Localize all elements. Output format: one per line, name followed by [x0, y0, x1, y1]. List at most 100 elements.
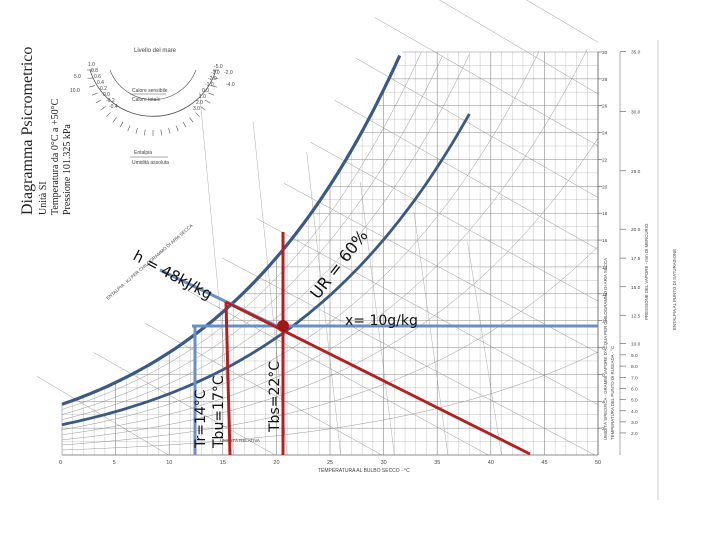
- x-axis-tick-label: 40: [488, 460, 494, 466]
- protractor-tick: [95, 99, 102, 104]
- pressure-tick-label: 8.0: [631, 364, 638, 370]
- protractor-right-tick: 2.0: [196, 100, 203, 106]
- protractor-tick: [200, 106, 206, 111]
- protractor-left-tick: 0.2: [100, 86, 107, 92]
- protractor-tick: [175, 125, 179, 132]
- protractor-left-value: 5.0: [74, 74, 81, 80]
- right-axis-label-dewpoint: TEMPERATURA DEL PUNTO DI RUGIADA - °C: [610, 346, 615, 440]
- protractor-ratio-top: Calore sensibile: [132, 88, 168, 94]
- pressure-tick-label: 15.0: [631, 285, 641, 291]
- humidity-tick-label: 10: [602, 319, 608, 325]
- protractor-tick: [195, 112, 200, 117]
- protractor-right-tick: 3.0: [193, 106, 200, 112]
- volume-gridline: [306, 151, 341, 456]
- chart-subtitle-pressure: Pressione 101.325 kPa: [62, 124, 73, 215]
- protractor-header: Livello del mare: [134, 48, 177, 54]
- protractor-tick: [144, 129, 146, 136]
- enthalpy-gridline: [374, 17, 599, 147]
- protractor-left-tick: 0.8: [91, 68, 98, 74]
- x-axis-tick-label: 50: [595, 460, 601, 466]
- chart-title: Diagramma Psicrometrico: [19, 47, 36, 215]
- dry-bulb-annotation: Tbs=22°C: [267, 361, 283, 433]
- protractor-tick: [160, 129, 162, 136]
- protractor-ratio-bottom: Calore totale: [132, 97, 161, 103]
- protractor-tick: [135, 127, 138, 134]
- pressure-tick-label: 9.0: [631, 353, 638, 359]
- protractor-right-value: -4.0: [226, 82, 235, 88]
- x-axis-tick-label: 0: [59, 460, 62, 466]
- rh-gridline: [61, 55, 443, 415]
- protractor-tick: [212, 77, 219, 79]
- chart-subtitle-temperature: Temperatura da 0°C a +50°C: [50, 98, 61, 215]
- pressure-tick-label: 35.0: [631, 50, 641, 56]
- pressure-tick-label: 12.5: [631, 313, 641, 319]
- protractor-tick: [127, 125, 131, 132]
- chart-subtitle-units: Unità SI: [38, 181, 49, 215]
- volume-gridline: [360, 181, 395, 456]
- rh-gridline: [61, 51, 540, 430]
- protractor-ticks: 1.00.80.60.40.20.0-0.2-0.4-5.0-3.0-2.0-1…: [87, 62, 223, 136]
- right-axis-label-pressure: PRESSIONE DEL VAPORE - mm DI MERCURIO: [644, 223, 649, 320]
- pressure-tick-label: 7.0: [631, 375, 638, 381]
- chart-grid: [37, 0, 599, 456]
- humidity-annotation: x= 10g/kg: [345, 313, 418, 329]
- protractor-left-value: 10.0: [70, 88, 80, 94]
- protractor-tick: [91, 92, 98, 96]
- protractor-tick: [106, 112, 111, 117]
- dew-point-annotation: Tr=14°C: [193, 389, 209, 449]
- humidity-tick-label: 4: [602, 399, 605, 405]
- pressure-tick-label: 30.0: [631, 110, 641, 116]
- humidity-tick-label: 26: [602, 104, 608, 110]
- pressure-tick-label: 4.0: [631, 409, 638, 415]
- rh-curve-label: UMIDITÀ RELATIVA: [220, 438, 260, 443]
- protractor-left-tick: 1.0: [88, 62, 95, 68]
- pressure-tick-label: 17.5: [631, 256, 641, 262]
- protractor-right-tick: 1.0: [199, 94, 206, 100]
- volume-gridline: [467, 241, 502, 456]
- protractor-tick: [112, 117, 117, 123]
- volume-gridline: [252, 121, 288, 456]
- protractor-left-tick: 0.6: [94, 74, 101, 80]
- pressure-tick-label: 20.0: [631, 227, 641, 233]
- protractor-tick: [208, 92, 215, 96]
- rh-gridline: [61, 138, 599, 441]
- x-axis-tick-label: 10: [166, 460, 172, 466]
- x-axis-tick-label: 20: [273, 460, 279, 466]
- humidity-tick-label: 8: [602, 346, 605, 352]
- protractor-tick: [100, 106, 106, 111]
- rh-gridline: [61, 351, 599, 451]
- protractor-tick: [182, 121, 187, 128]
- x-axis-tick-label: 45: [541, 460, 547, 466]
- x-axis-tick-label: 25: [327, 460, 333, 466]
- protractor-tick: [204, 99, 211, 104]
- pressure-tick-label: 6.0: [631, 387, 638, 393]
- enthalpy-gridline: [334, 100, 599, 250]
- wet-bulb-line: [224, 301, 232, 456]
- pressure-tick-label: 3.0: [631, 420, 638, 426]
- pressure-tick-label: 5.0: [631, 398, 638, 404]
- protractor-tick: [119, 121, 124, 128]
- enthalpy-gridline: [144, 322, 382, 456]
- protractor-left-tick: 0.4: [97, 80, 104, 86]
- enthalpy-gridline: [310, 142, 599, 302]
- protractor-tick: [87, 77, 94, 79]
- humidity-tick-label: 30: [602, 50, 608, 56]
- protractor-right-tick: 0.0: [202, 88, 209, 94]
- enthalpy-gridline: [187, 290, 489, 456]
- protractor-outer-arc: [89, 69, 217, 117]
- x-axis-tick-label: 5: [113, 460, 116, 466]
- humidity-tick-label: 28: [602, 77, 608, 83]
- humidity-tick-label: 16: [602, 238, 608, 244]
- rh-gridline: [61, 48, 588, 436]
- x-axis-tick-label: 35: [434, 460, 440, 466]
- protractor-right-tick: -5.0: [214, 64, 223, 70]
- protractor-tick: [210, 85, 217, 88]
- rh-gridline: [61, 246, 599, 446]
- right-axis-label-saturation-enthalpy: ENTALPIA AL PUNTO DI SATURAZIONE: [672, 249, 677, 330]
- humidity-tick-label: 6: [602, 372, 605, 378]
- protractor-right-tick: -2.0: [208, 76, 217, 82]
- wet-bulb-annotation: Tbu=17°C: [211, 375, 227, 449]
- enthalpy-gridline: [257, 218, 599, 405]
- protractor-inner-arc: [109, 69, 197, 100]
